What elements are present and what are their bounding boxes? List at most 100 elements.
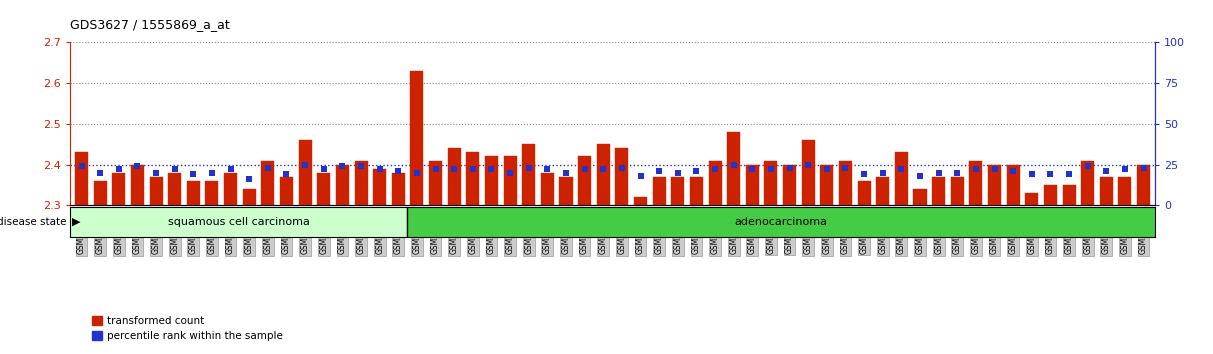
Bar	[932, 177, 945, 205]
Point	[780, 165, 799, 171]
Point	[967, 167, 986, 172]
Bar	[541, 173, 554, 205]
Point	[593, 167, 613, 172]
Bar	[858, 181, 871, 205]
Text: disease state: disease state	[0, 217, 67, 227]
Bar	[615, 148, 628, 205]
Point	[109, 167, 129, 172]
Point	[1115, 167, 1134, 172]
Bar	[298, 140, 312, 205]
Bar	[671, 177, 684, 205]
Bar	[75, 152, 89, 205]
Bar	[764, 160, 778, 205]
Point	[370, 167, 389, 172]
Point	[1041, 172, 1060, 177]
Bar	[406, 207, 1155, 237]
Bar	[70, 207, 406, 237]
Point	[332, 164, 352, 169]
Point	[910, 173, 929, 179]
Point	[258, 165, 278, 171]
Point	[183, 172, 203, 177]
Bar	[169, 173, 181, 205]
Bar	[1118, 177, 1132, 205]
Bar	[261, 160, 274, 205]
Bar	[113, 173, 125, 205]
Text: squamous cell carcinoma: squamous cell carcinoma	[167, 217, 309, 227]
Point	[742, 167, 762, 172]
Bar	[559, 177, 573, 205]
Bar	[243, 189, 256, 205]
Bar	[690, 177, 702, 205]
Bar	[1025, 193, 1038, 205]
Point	[203, 170, 222, 176]
Bar	[876, 177, 889, 205]
Bar	[1081, 160, 1094, 205]
Bar	[820, 165, 833, 205]
Bar	[913, 189, 927, 205]
Point	[1078, 164, 1098, 169]
Bar	[466, 152, 479, 205]
Bar	[895, 152, 907, 205]
Point	[221, 167, 240, 172]
Point	[818, 167, 837, 172]
Point	[687, 168, 706, 174]
Bar	[951, 177, 964, 205]
Bar	[149, 177, 163, 205]
Point	[649, 168, 668, 174]
Text: adenocarcinoma: adenocarcinoma	[734, 217, 827, 227]
Bar	[224, 173, 237, 205]
Point	[352, 164, 371, 169]
Bar	[1137, 165, 1150, 205]
Point	[91, 170, 110, 176]
Point	[239, 176, 258, 182]
Point	[1023, 172, 1042, 177]
Text: GDS3627 / 1555869_a_at: GDS3627 / 1555869_a_at	[70, 18, 230, 31]
Point	[277, 172, 296, 177]
Bar	[448, 148, 461, 205]
Point	[408, 170, 427, 176]
Bar	[1100, 177, 1112, 205]
Point	[705, 167, 724, 172]
Point	[165, 167, 184, 172]
Bar	[131, 165, 144, 205]
Point	[1003, 168, 1023, 174]
Bar	[969, 160, 983, 205]
Point	[501, 170, 520, 176]
Bar	[653, 177, 666, 205]
Bar	[597, 144, 610, 205]
Point	[613, 165, 632, 171]
Bar	[429, 160, 442, 205]
Point	[1134, 165, 1154, 171]
Bar	[374, 169, 386, 205]
Bar	[1044, 185, 1057, 205]
Bar	[485, 156, 499, 205]
Point	[631, 173, 650, 179]
Bar	[708, 160, 722, 205]
Point	[463, 167, 483, 172]
Point	[1059, 172, 1078, 177]
Point	[947, 170, 967, 176]
Bar	[727, 132, 740, 205]
Bar	[354, 160, 368, 205]
Bar	[187, 181, 200, 205]
Bar	[318, 173, 330, 205]
Point	[482, 167, 501, 172]
Point	[314, 167, 334, 172]
Bar	[522, 144, 535, 205]
Bar	[1007, 165, 1020, 205]
Bar	[205, 181, 218, 205]
Legend: transformed count, percentile rank within the sample: transformed count, percentile rank withi…	[87, 312, 287, 345]
Bar	[839, 160, 852, 205]
Point	[388, 168, 408, 174]
Bar	[503, 156, 517, 205]
Bar	[392, 173, 405, 205]
Point	[668, 170, 688, 176]
Bar	[93, 181, 107, 205]
Point	[426, 167, 445, 172]
Bar	[579, 156, 591, 205]
Bar	[784, 165, 796, 205]
Point	[557, 170, 576, 176]
Bar	[280, 177, 294, 205]
Point	[762, 167, 781, 172]
Point	[724, 162, 744, 167]
